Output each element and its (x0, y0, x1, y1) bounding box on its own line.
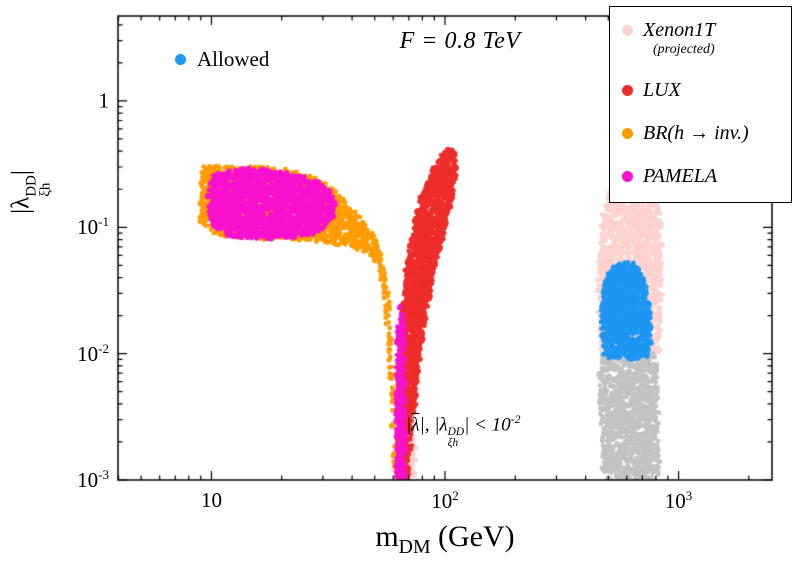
y-axis-title-close: | (7, 170, 35, 176)
y-tick-label: 10-1 (77, 214, 109, 240)
legend-dot-icon (622, 127, 633, 139)
legend-label: Xenon1T (projected) (643, 19, 716, 57)
y-tick-label: 10-3 (77, 467, 109, 492)
annotation-exponent: -2 (510, 413, 521, 426)
y-axis-title-supsub: DD ξh (23, 175, 54, 197)
legend-dot-icon (622, 25, 633, 36)
x-axis-title: mDM (GeV) (118, 520, 772, 559)
x-tick-label: 102 (431, 488, 459, 513)
y-axis-title-subscript: ξh (37, 182, 54, 197)
annotation-supsub: DD ξh (448, 427, 464, 449)
annotation-open: | (406, 414, 412, 436)
legend: Xenon1T (projected) LUX BR(h → inv.) PAMELA (609, 6, 792, 203)
x-axis-title-subscript: DM (398, 536, 431, 558)
legend-item-xenon1t: Xenon1T (projected) (622, 20, 781, 58)
y-tick-label: 1 (98, 88, 110, 113)
legend-item-lux: LUX (622, 78, 781, 101)
y-axis-title: |λ DD ξh | (7, 170, 54, 214)
x-axis-title-symbol: m (375, 520, 399, 553)
legend-dot-icon (622, 84, 633, 96)
x-tick-label: 103 (664, 488, 693, 513)
legend-label: LUX (643, 78, 681, 101)
plot-title: F = 0.8 TeV (330, 28, 590, 55)
y-axis-title-superscript: DD (23, 175, 40, 197)
annotation-lambda-bar: λ (411, 414, 420, 436)
allowed-label: Allowed (197, 47, 270, 71)
allowed-dot-icon (175, 54, 186, 65)
annotation-subscript: ξh (447, 437, 459, 450)
legend-dot-icon (622, 170, 633, 182)
x-axis-title-unit: (GeV) (430, 520, 515, 553)
allowed-marker: Allowed (175, 47, 269, 72)
x-tick-label: 10 (200, 488, 222, 512)
annotation-mid: |, |λ (419, 414, 448, 436)
legend-label: PAMELA (643, 164, 718, 187)
annotation-superscript: DD (447, 426, 465, 439)
legend-item-br-h-inv: BR(h → inv.) (622, 121, 781, 144)
constraint-annotation: |λ|, |λ DD ξh | < 10-2 (406, 413, 606, 449)
plot-title-text: F = 0.8 TeV (399, 28, 521, 54)
legend-label: BR(h → inv.) (643, 121, 749, 144)
legend-item-pamela: PAMELA (622, 164, 781, 187)
y-axis-title-symbol: |λ (7, 196, 35, 214)
annotation-close: | < 10 (464, 414, 511, 436)
y-tick-label: 10-2 (77, 340, 109, 366)
